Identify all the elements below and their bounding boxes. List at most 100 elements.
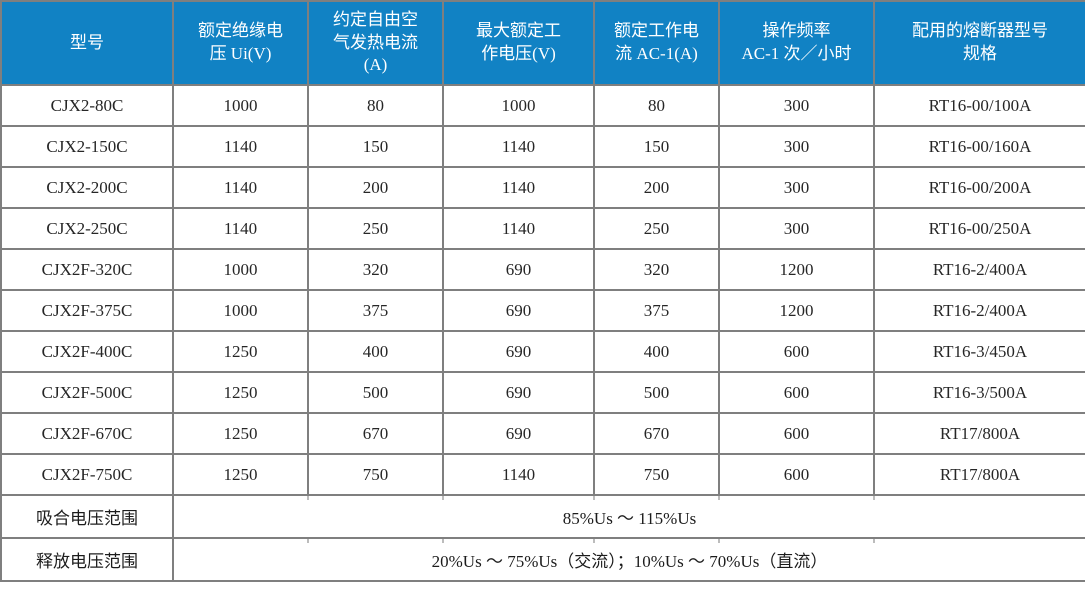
table-cell: 690	[442, 330, 595, 373]
table-cell: 750	[307, 453, 444, 496]
table-cell: 250	[307, 207, 444, 250]
table-cell: 200	[593, 166, 720, 209]
model-cell: CJX2F-750C	[0, 453, 174, 496]
grid-tick	[593, 540, 595, 543]
table-row: CJX2F-375C 1000 375 690 375 1200 RT16-2/400A	[0, 289, 1085, 332]
grid-tick	[307, 497, 309, 500]
table-cell: 80	[593, 84, 720, 127]
table-row: CJX2F-400C 1250 400 690 400 600 RT16-3/450A	[0, 330, 1085, 373]
table-cell: 375	[307, 289, 444, 332]
grid-tick	[873, 497, 875, 500]
table-cell: RT16-00/250A	[873, 207, 1085, 250]
grid-tick	[873, 540, 875, 543]
column-header-op-frequency: 操作频率 AC-1 次／小时	[718, 0, 875, 86]
column-header-rated-current: 额定工作电 流 AC-1(A)	[593, 0, 720, 86]
table-cell: 150	[307, 125, 444, 168]
table-cell: RT16-2/400A	[873, 289, 1085, 332]
table-cell: 1140	[172, 166, 309, 209]
table-cell: 690	[442, 371, 595, 414]
table-cell: 600	[718, 371, 875, 414]
table-cell: 600	[718, 412, 875, 455]
model-cell: CJX2F-375C	[0, 289, 174, 332]
contactor-spec-table: 型号 额定绝缘电 压 Ui(V) 约定自由空 气发热电流 (A) 最大额定工 作…	[0, 0, 1085, 582]
grid-tick	[718, 540, 720, 543]
table-row: CJX2F-670C 1250 670 690 670 600 RT17/800A	[0, 412, 1085, 455]
table-footer: 吸合电压范围 85%Us ～ 115%Us 释放电压范围	[0, 494, 1085, 582]
table-cell: 1250	[172, 330, 309, 373]
table-cell: 1250	[172, 412, 309, 455]
table-cell: RT17/800A	[873, 412, 1085, 455]
pickup-voltage-text: 85%Us ～ 115%Us	[562, 509, 697, 528]
release-voltage-text: 20%Us ～ 75%Us（交流）；10%Us ～ 70%Us（直流）	[431, 552, 828, 571]
model-cell: CJX2-150C	[0, 125, 174, 168]
table-cell: 1200	[718, 248, 875, 291]
table-cell: 250	[593, 207, 720, 250]
table-row: CJX2-250C 1140 250 1140 250 300 RT16-00/250A	[0, 207, 1085, 250]
table-cell: 690	[442, 248, 595, 291]
table-cell: 300	[718, 207, 875, 250]
model-cell: CJX2F-320C	[0, 248, 174, 291]
table-cell: 1140	[172, 125, 309, 168]
grid-tick	[442, 540, 444, 543]
release-voltage-label: 释放电压范围	[0, 537, 174, 582]
table-cell: 300	[718, 125, 875, 168]
table-cell: 1200	[718, 289, 875, 332]
table-cell: 670	[307, 412, 444, 455]
grid-tick	[718, 497, 720, 500]
release-voltage-value: 20%Us ～ 75%Us（交流）；10%Us ～ 70%Us（直流）	[172, 537, 1085, 582]
model-cell: CJX2F-500C	[0, 371, 174, 414]
table-cell: 320	[307, 248, 444, 291]
table-body: CJX2-80C 1000 80 1000 80 300 RT16-00/100A CJX2-…	[0, 84, 1085, 496]
table-cell: 670	[593, 412, 720, 455]
table-row: CJX2-200C 1140 200 1140 200 300 RT16-00/200A	[0, 166, 1085, 209]
table-cell: 500	[593, 371, 720, 414]
table-cell: 1250	[172, 453, 309, 496]
model-cell: CJX2F-400C	[0, 330, 174, 373]
grid-tick	[442, 497, 444, 500]
table-cell: RT16-00/100A	[873, 84, 1085, 127]
table-cell: 690	[442, 289, 595, 332]
table-row: CJX2-80C 1000 80 1000 80 300 RT16-00/100A	[0, 84, 1085, 127]
table-row: CJX2F-750C 1250 750 1140 750 600 RT17/800A	[0, 453, 1085, 496]
table-cell: 500	[307, 371, 444, 414]
table-cell: RT16-3/500A	[873, 371, 1085, 414]
table-cell: 750	[593, 453, 720, 496]
table-cell: 1140	[442, 207, 595, 250]
table-cell: 1000	[172, 84, 309, 127]
table-cell: RT17/800A	[873, 453, 1085, 496]
column-header-max-volt: 最大额定工 作电压(V)	[442, 0, 595, 86]
table-cell: 1000	[172, 289, 309, 332]
grid-tick	[593, 497, 595, 500]
table-row: 释放电压范围 20%Us ～ 75%Us（交流）；10%Us ～ 70%Us（直…	[0, 537, 1085, 582]
model-cell: CJX2-250C	[0, 207, 174, 250]
column-header-model: 型号	[0, 0, 174, 86]
table-cell: 200	[307, 166, 444, 209]
model-cell: CJX2-200C	[0, 166, 174, 209]
model-cell: CJX2F-670C	[0, 412, 174, 455]
table-cell: 1140	[442, 125, 595, 168]
table-cell: 600	[718, 330, 875, 373]
table-cell: RT16-2/400A	[873, 248, 1085, 291]
column-header-fuse-spec: 配用的熔断器型号 规格	[873, 0, 1085, 86]
table-cell: 690	[442, 412, 595, 455]
table-cell: 300	[718, 166, 875, 209]
pickup-voltage-label: 吸合电压范围	[0, 494, 174, 539]
table-cell: 150	[593, 125, 720, 168]
table-cell: 1140	[442, 453, 595, 496]
column-header-thermal-current: 约定自由空 气发热电流 (A)	[307, 0, 444, 86]
table-cell: RT16-00/200A	[873, 166, 1085, 209]
table-header: 型号 额定绝缘电 压 Ui(V) 约定自由空 气发热电流 (A) 最大额定工 作…	[0, 0, 1085, 86]
table-row: CJX2F-320C 1000 320 690 320 1200 RT16-2/400A	[0, 248, 1085, 291]
header-row: 型号 额定绝缘电 压 Ui(V) 约定自由空 气发热电流 (A) 最大额定工 作…	[0, 0, 1085, 86]
table-row: 吸合电压范围 85%Us ～ 115%Us	[0, 494, 1085, 539]
table-cell: 600	[718, 453, 875, 496]
table-cell: RT16-00/160A	[873, 125, 1085, 168]
table-cell: 400	[307, 330, 444, 373]
table-cell: 1140	[172, 207, 309, 250]
table-cell: 80	[307, 84, 444, 127]
table-cell: 1140	[442, 166, 595, 209]
table-cell: 375	[593, 289, 720, 332]
table-cell: RT16-3/450A	[873, 330, 1085, 373]
table-row: CJX2F-500C 1250 500 690 500 600 RT16-3/500A	[0, 371, 1085, 414]
table-cell: 300	[718, 84, 875, 127]
